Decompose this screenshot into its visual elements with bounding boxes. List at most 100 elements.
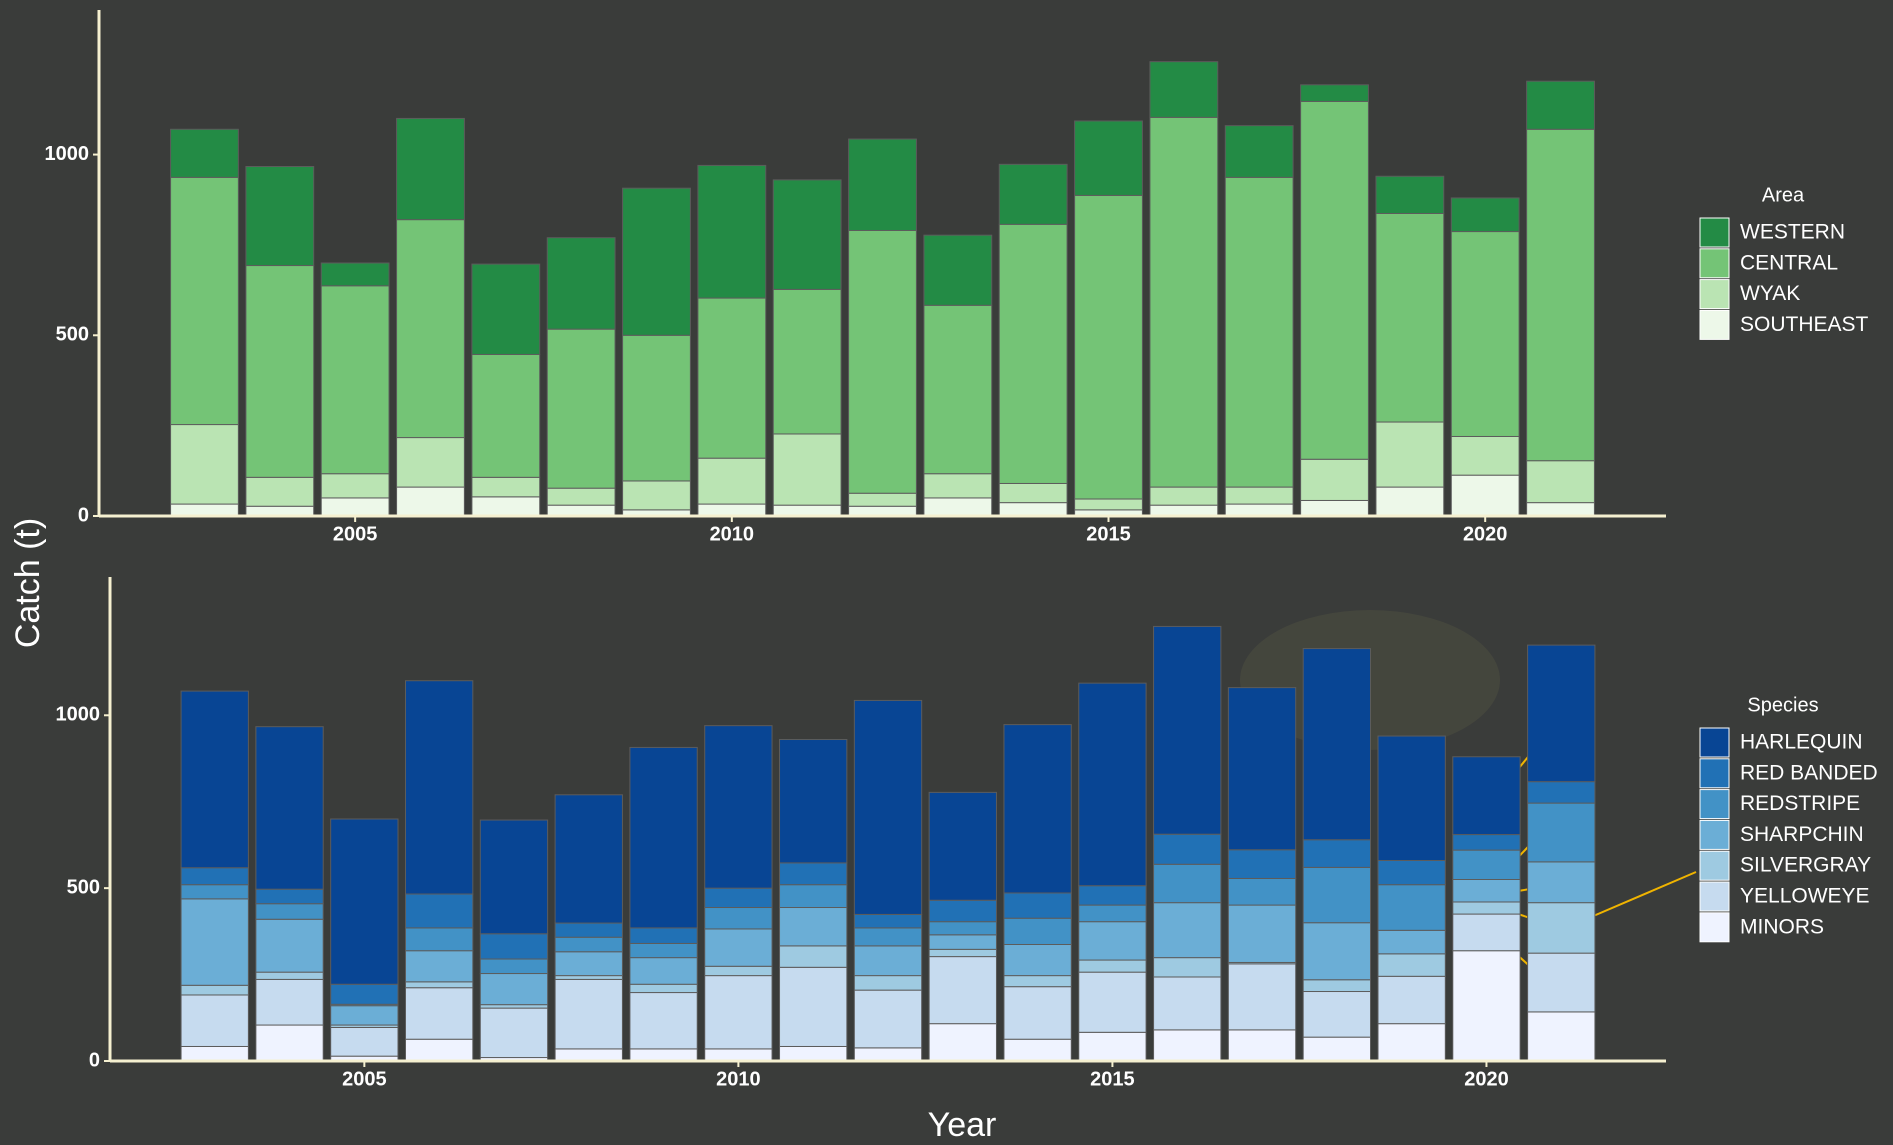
- bar-segment: [396, 117, 465, 221]
- bar-segment: [554, 951, 623, 977]
- bar-segment: [1227, 1029, 1297, 1062]
- bar-segment: [396, 219, 465, 439]
- bar-segment: [245, 265, 315, 478]
- bar-segment: [998, 502, 1068, 517]
- bar-segment: [554, 975, 623, 980]
- bar-segment: [1003, 975, 1072, 988]
- bar-segment: [1300, 499, 1369, 517]
- bar-segment: [479, 958, 549, 975]
- bar-segment: [479, 1007, 549, 1059]
- y-tick-label: 1000: [45, 143, 90, 165]
- bar-segment: [928, 899, 997, 923]
- bar-segment: [1149, 61, 1219, 118]
- bar-segment: [1450, 197, 1520, 233]
- legend-key: [1699, 850, 1730, 881]
- bar-segment: [1452, 950, 1521, 1062]
- bar-segment: [404, 893, 474, 929]
- bar-segment: [479, 933, 549, 960]
- bar-segment: [1149, 116, 1219, 488]
- legend-label: REDSTRIPE: [1740, 792, 1860, 815]
- bar-segment: [853, 927, 923, 947]
- bar-segment: [1377, 953, 1446, 977]
- bar-segment: [471, 476, 541, 498]
- bar-segment: [848, 138, 917, 231]
- bar-segment: [1377, 975, 1446, 1025]
- bar-segment: [255, 726, 324, 890]
- bar-segment: [1377, 859, 1446, 886]
- bar-segment: [1078, 1031, 1147, 1062]
- bar-segment: [320, 497, 390, 517]
- bar-segment: [622, 334, 691, 482]
- legend-key: [1699, 881, 1730, 912]
- bar-segment: [998, 482, 1068, 504]
- bar-segment: [1003, 892, 1072, 919]
- bar-segment: [928, 948, 997, 958]
- bar-segment: [1300, 84, 1369, 102]
- y-tick-label: 1000: [56, 704, 101, 726]
- bar-segment: [255, 918, 324, 973]
- bar-segment: [1302, 922, 1372, 981]
- bar-segment: [1375, 212, 1445, 423]
- legend-label: SHARPCHIN: [1740, 823, 1864, 846]
- bar-segment: [848, 492, 917, 507]
- bar-segment: [180, 884, 249, 900]
- bar-segment: [1526, 460, 1595, 504]
- bar-segment: [1078, 904, 1147, 923]
- bar-segment: [1527, 1011, 1596, 1062]
- bar-segment: [1227, 687, 1297, 851]
- bar-segment: [180, 898, 249, 986]
- bar-segment: [779, 966, 848, 1047]
- bar-segment: [998, 223, 1068, 484]
- bar-segment: [928, 956, 997, 1025]
- legend-label: RED BANDED: [1740, 761, 1878, 784]
- bar-segment: [704, 887, 773, 909]
- legend-title: Area: [1762, 184, 1805, 206]
- x-tick-label: 2005: [342, 1068, 387, 1090]
- bar-segment: [546, 328, 616, 489]
- bar-segment: [848, 229, 917, 494]
- bar-segment: [1450, 231, 1520, 437]
- bar-segment: [622, 480, 691, 511]
- bar-segment: [245, 165, 315, 267]
- bar-segment: [180, 1045, 249, 1062]
- legend-label: HARLEQUIN: [1740, 731, 1863, 754]
- bar-segment: [928, 791, 997, 901]
- bar-segment: [1224, 486, 1294, 505]
- bar-segment: [923, 473, 993, 499]
- bar-segment: [779, 862, 848, 886]
- y-tick-label: 500: [56, 324, 89, 346]
- bar-segment: [1526, 80, 1595, 130]
- bar-segment: [1452, 834, 1521, 851]
- bar-segment: [180, 867, 249, 886]
- bar-segment: [471, 263, 541, 355]
- bar-segment: [554, 1048, 623, 1062]
- bar-segment: [779, 945, 848, 968]
- bar-segment: [554, 922, 623, 938]
- bar-segment: [1149, 504, 1219, 517]
- bar-segment: [1450, 435, 1520, 476]
- bar-segment: [1527, 902, 1596, 954]
- bar-segment: [704, 975, 773, 1050]
- bar-segment: [546, 504, 616, 517]
- bar-segment: [704, 965, 773, 977]
- bar-segment: [1227, 849, 1297, 879]
- bar-segment: [1074, 120, 1143, 196]
- legend-key: [1699, 217, 1730, 248]
- bar-segment: [396, 437, 465, 488]
- bar-segment: [998, 163, 1068, 225]
- bar-segment: [1527, 781, 1596, 804]
- bar-segment: [330, 1026, 399, 1057]
- bar-segment: [320, 262, 390, 287]
- bar-segment: [170, 503, 239, 517]
- legend-label: SOUTHEAST: [1740, 313, 1869, 336]
- legend-key: [1699, 309, 1730, 340]
- bar-segment: [546, 237, 616, 330]
- legend-label: YELLOWEYE: [1740, 885, 1870, 908]
- bar-segment: [622, 187, 691, 336]
- bar-segment: [330, 818, 399, 985]
- bar-segment: [170, 176, 239, 426]
- x-tick-label: 2005: [333, 523, 378, 545]
- y-tick-label: 0: [78, 504, 89, 526]
- bar-segment: [1003, 986, 1072, 1040]
